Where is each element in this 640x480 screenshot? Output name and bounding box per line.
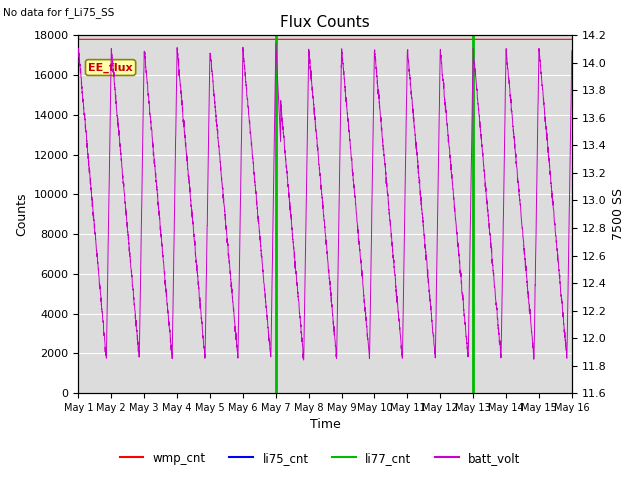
Y-axis label: Counts: Counts (15, 192, 28, 236)
Title: Flux Counts: Flux Counts (280, 15, 370, 30)
Text: EE_flux: EE_flux (88, 62, 133, 72)
X-axis label: Time: Time (310, 419, 340, 432)
Y-axis label: 7500 SS: 7500 SS (612, 188, 625, 240)
Legend: wmp_cnt, li75_cnt, li77_cnt, batt_volt: wmp_cnt, li75_cnt, li77_cnt, batt_volt (115, 447, 525, 469)
Text: No data for f_Li75_SS: No data for f_Li75_SS (3, 7, 115, 18)
